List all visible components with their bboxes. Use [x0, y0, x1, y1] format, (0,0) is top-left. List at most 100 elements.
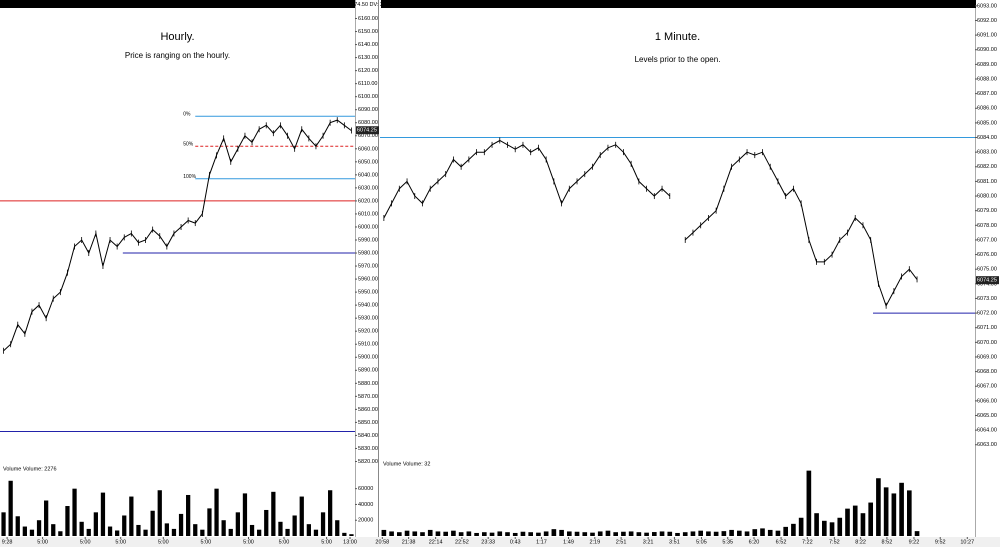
y-tick-label: 5900.00	[358, 355, 378, 361]
volume-bar	[1, 512, 6, 536]
y-tick-label: 6076.00	[977, 252, 997, 258]
volume-bar	[644, 532, 649, 536]
volume-bar	[628, 531, 634, 536]
volume-bar	[721, 531, 727, 536]
price-line	[3, 119, 352, 352]
volume-bar	[228, 528, 233, 536]
volume-bar	[767, 529, 773, 536]
x-tick-label: 5:00	[321, 539, 332, 545]
x-tick-label: 13:00	[343, 539, 357, 545]
volume-bar	[512, 532, 518, 536]
chart-subtitle: Levels prior to the open.	[635, 55, 721, 64]
volume-bar	[157, 490, 162, 536]
volume-bar	[193, 524, 198, 536]
y-tick-label: 6065.00	[977, 413, 997, 419]
time-axis-strip	[0, 537, 1000, 547]
y-tick-label: 5860.00	[358, 407, 378, 413]
volume-bar	[328, 490, 333, 536]
volume-bar	[574, 531, 580, 536]
volume-bar	[136, 524, 141, 536]
x-tick-label: 1:17	[536, 539, 547, 545]
y-tick-label: 6120.00	[358, 68, 378, 74]
volume-bar	[744, 531, 750, 536]
volume-bar	[427, 529, 433, 536]
volume-bar	[235, 512, 240, 536]
header-item: C: 6074.25	[59, 2, 86, 8]
volume-tick-label: 20000	[358, 518, 373, 524]
volume-bar	[93, 512, 98, 536]
x-tick-label: 5:05	[696, 539, 707, 545]
y-tick-label: 5830.00	[358, 446, 378, 452]
volume-bar	[221, 520, 226, 536]
volume-bar	[122, 515, 127, 536]
x-tick-label: 2:51	[616, 539, 627, 545]
volume-bar	[675, 532, 680, 536]
volume-bar	[474, 532, 479, 536]
header-item: NQZ7 [CV] 60 Min #2	[2, 2, 55, 8]
y-tick-label: 6077.00	[977, 237, 997, 243]
volume-bar	[876, 478, 881, 536]
y-tick-label: 6140.00	[358, 42, 378, 48]
volume-bar	[335, 520, 340, 536]
x-tick-label: 3:51	[669, 539, 680, 545]
y-tick-label: 5980.00	[358, 250, 378, 256]
y-tick-label: 6089.00	[977, 62, 997, 68]
volume-bar	[36, 520, 42, 536]
volume-bar	[458, 532, 464, 536]
y-tick-label: 6069.00	[977, 354, 997, 360]
x-tick-label: 9:52	[935, 539, 946, 545]
volume-bar	[698, 530, 703, 536]
level-label: 100%	[183, 174, 196, 180]
y-tick-label: 6067.00	[977, 384, 997, 390]
volume-label: Volume Volume: 32	[383, 461, 430, 467]
volume-bar	[891, 493, 897, 536]
volume-bar	[44, 500, 49, 536]
volume-bar	[178, 513, 184, 536]
y-tick-label: 6010.00	[358, 211, 378, 217]
volume-bar	[690, 531, 696, 536]
header-item: Sierra Trade	[383, 2, 413, 8]
volume-tick-label: 40000	[358, 502, 373, 508]
volume-bar	[420, 532, 425, 536]
volume-bar	[8, 480, 13, 536]
x-tick-label: 2:19	[589, 539, 600, 545]
volume-bar	[249, 524, 255, 536]
volume-bar	[29, 529, 35, 536]
volume-bar	[837, 517, 843, 536]
x-tick-label: 5:35	[722, 539, 733, 545]
header-bar	[0, 0, 355, 8]
y-tick-label: 6063.00	[977, 442, 997, 448]
y-tick-label: 6073.00	[977, 296, 997, 302]
x-tick-label: 1:49	[563, 539, 574, 545]
y-tick-label: 6075.00	[977, 267, 997, 273]
y-tick-label: 6090.00	[358, 107, 378, 113]
y-tick-label: 6040.00	[358, 172, 378, 178]
x-tick-label: 21:38	[402, 539, 416, 545]
y-tick-label: 6150.00	[358, 29, 378, 35]
x-tick-label: 9:22	[909, 539, 920, 545]
volume-bar	[242, 493, 248, 536]
y-tick-label: 6087.00	[977, 91, 997, 97]
volume-bar	[528, 532, 533, 536]
chart-title: Hourly.	[160, 31, 194, 43]
volume-bar	[143, 529, 148, 536]
volume-bar	[412, 531, 418, 536]
y-tick-label: 5890.00	[358, 368, 378, 374]
last-price-box	[976, 276, 999, 285]
y-tick-label: 6020.00	[358, 198, 378, 204]
header-item: T: 21	[502, 2, 514, 8]
level-label: 50%	[183, 142, 194, 148]
y-tick-label: 6080.00	[977, 193, 997, 199]
y-tick-label: 6083.00	[977, 150, 997, 156]
volume-bar	[914, 531, 920, 536]
volume-bar	[775, 530, 781, 536]
volume-bar	[883, 487, 889, 536]
y-tick-label: 6070.00	[977, 340, 997, 346]
header-item: DChg: -8.75	[143, 2, 173, 8]
volume-bar	[86, 528, 91, 536]
x-tick-label: 5:00	[80, 539, 91, 545]
y-tick-label: 6074.00	[977, 281, 997, 287]
volume-bar	[129, 496, 134, 536]
x-tick-label: 5:00	[279, 539, 290, 545]
y-tick-label: 6084.00	[977, 135, 997, 141]
